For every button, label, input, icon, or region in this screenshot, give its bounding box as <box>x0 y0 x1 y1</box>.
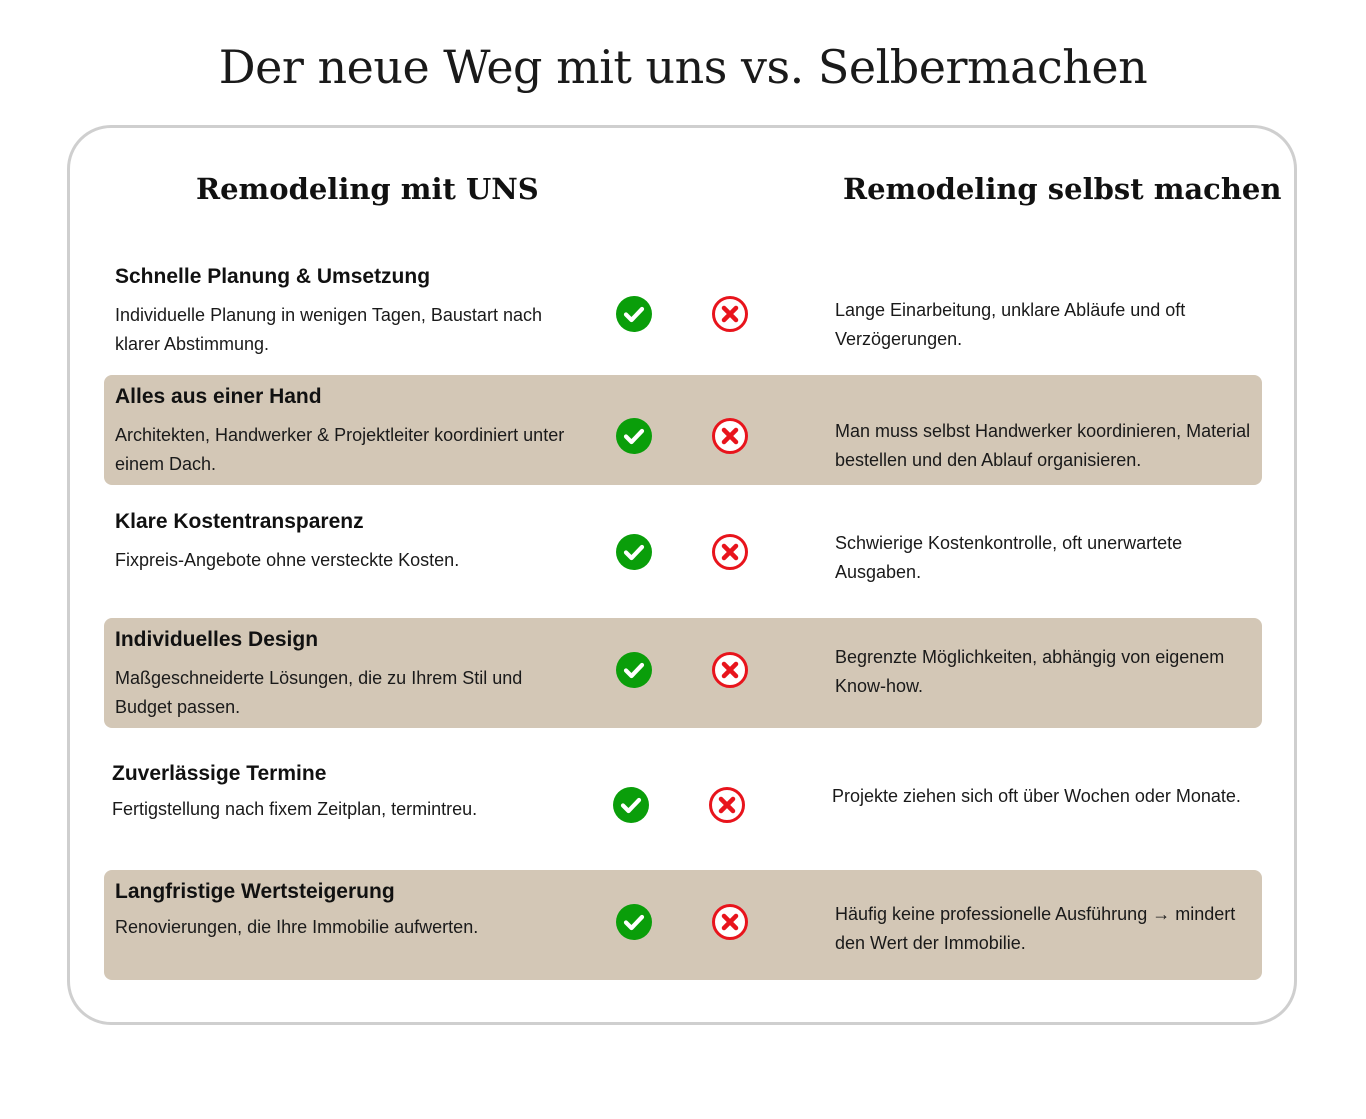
diy-description: Projekte ziehen sich oft über Wochen ode… <box>832 786 1241 806</box>
x-circle-icon <box>708 786 746 824</box>
comparison-row-one-hand: Alles aus einer Hand Architekten, Handwe… <box>104 375 1262 485</box>
column-heading-with-us: Remodeling mit UNS <box>196 172 539 206</box>
check-circle-icon <box>615 903 653 941</box>
feature-description: Maßgeschneiderte Lösungen, die zu Ihrem … <box>115 668 523 717</box>
diy-description: Lange Einarbeitung, unklare Abläufe und … <box>835 300 1186 349</box>
feature-title: Individuelles Design <box>115 628 319 651</box>
check-circle-icon <box>615 295 653 333</box>
check-circle-icon <box>615 533 653 571</box>
x-circle-icon <box>711 295 749 333</box>
check-circle-icon <box>615 651 653 689</box>
comparison-row-design: Individuelles Design Maßgeschneiderte Lö… <box>104 618 1262 728</box>
feature-title: Langfristige Wertsteigerung <box>115 880 395 903</box>
comparison-row-value: Langfristige Wertsteigerung Renovierunge… <box>104 870 1262 980</box>
feature-description: Fixpreis-Angebote ohne versteckte Kosten… <box>115 550 460 570</box>
page-title: Der neue Weg mit uns vs. Selbermachen <box>218 40 1148 94</box>
feature-description: Architekten, Handwerker & Projektleiter … <box>115 425 565 474</box>
x-circle-icon <box>711 903 749 941</box>
feature-title: Schnelle Planung & Umsetzung <box>115 265 431 288</box>
check-circle-icon <box>615 417 653 455</box>
column-heading-diy: Remodeling selbst machen <box>843 172 1282 206</box>
comparison-row-cost: Klare Kostentransparenz Fixpreis-Angebot… <box>104 500 1262 610</box>
feature-description: Fertigstellung nach fixem Zeitplan, term… <box>112 799 478 819</box>
comparison-row-planning: Schnelle Planung & Umsetzung Individuell… <box>104 255 1262 365</box>
diy-description: Man muss selbst Handwerker koordinieren,… <box>835 421 1251 470</box>
comparison-row-schedule: Zuverlässige Termine Fertigstellung nach… <box>101 752 1259 862</box>
feature-title: Klare Kostentransparenz <box>115 510 364 533</box>
check-circle-icon <box>612 786 650 824</box>
x-circle-icon <box>711 651 749 689</box>
x-circle-icon <box>711 533 749 571</box>
feature-title: Alles aus einer Hand <box>115 385 322 408</box>
diy-description: Häufig keine professionelle Ausführung →… <box>835 904 1236 953</box>
feature-title: Zuverlässige Termine <box>112 762 327 785</box>
feature-description: Renovierungen, die Ihre Immobilie aufwer… <box>115 917 479 937</box>
diy-description: Begrenzte Möglichkeiten, abhängig von ei… <box>835 647 1225 696</box>
feature-description: Individuelle Planung in wenigen Tagen, B… <box>115 305 542 354</box>
diy-description: Schwierige Kostenkontrolle, oft unerwart… <box>835 533 1183 582</box>
x-circle-icon <box>711 417 749 455</box>
